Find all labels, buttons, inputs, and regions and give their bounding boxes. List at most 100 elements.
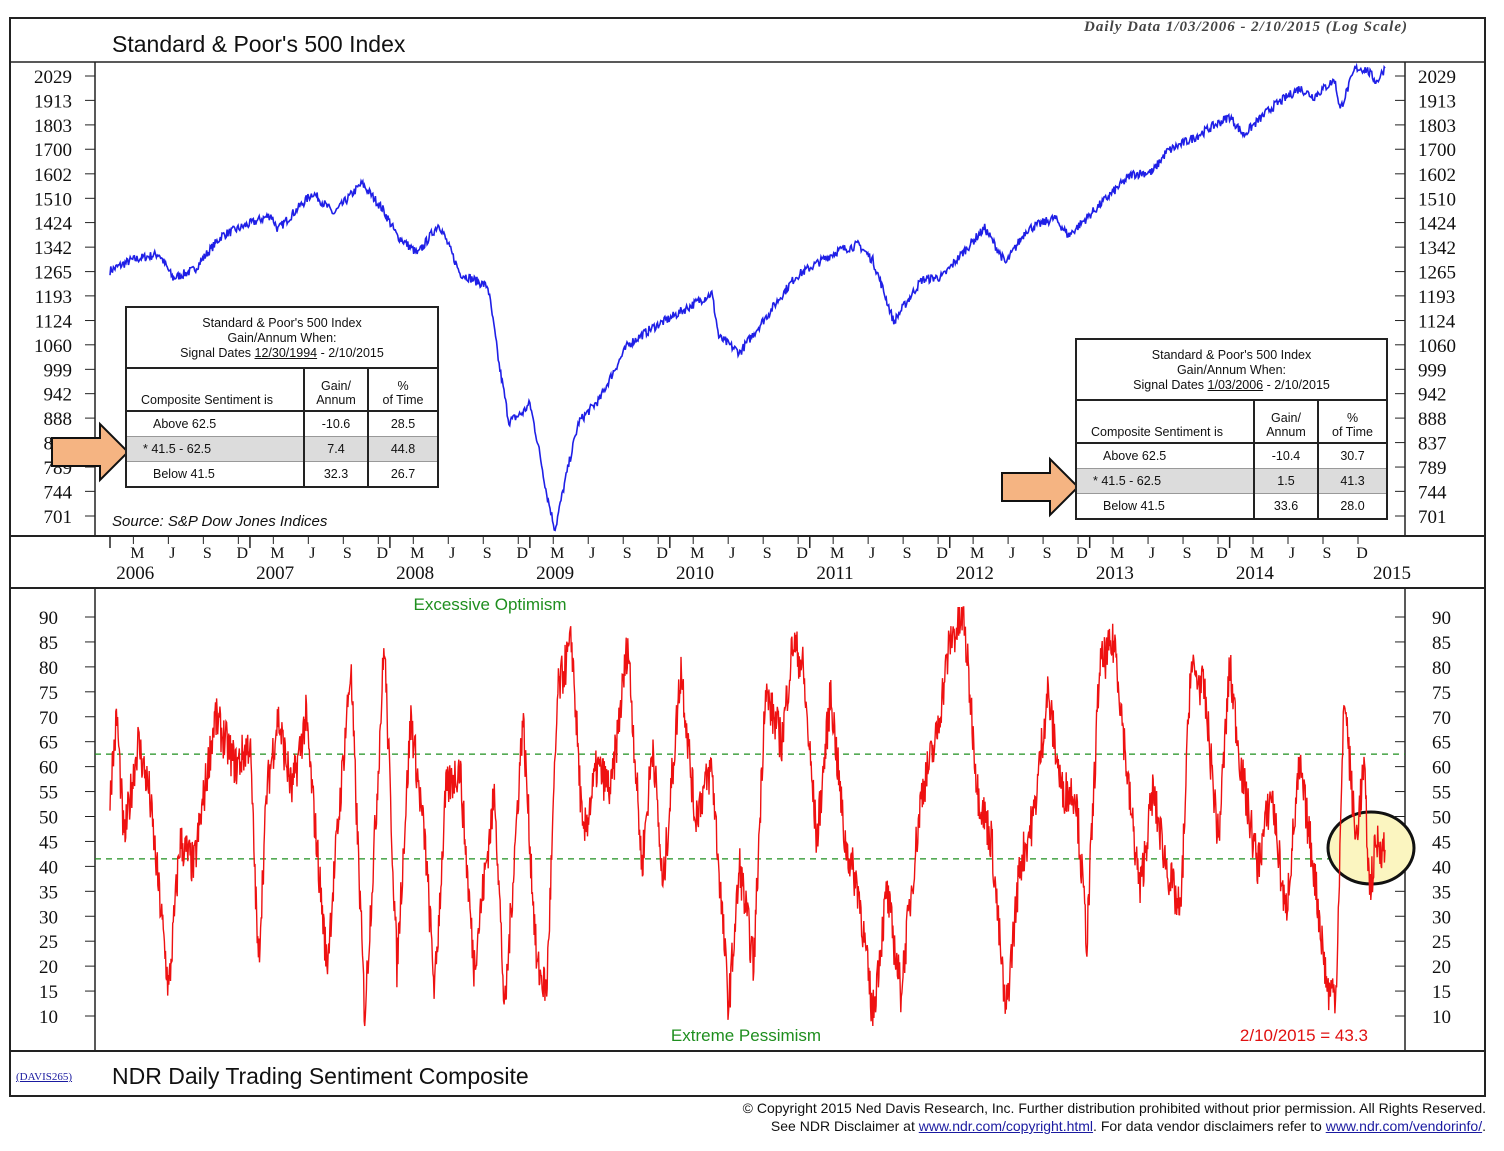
lower-y-tick-label-right: 90 [1432, 608, 1451, 629]
upper-y-tick-label-right: 1913 [1418, 91, 1456, 112]
lower-y-tick-label-left: 15 [39, 982, 58, 1003]
time-header-line1: % [1346, 411, 1359, 425]
time-header-line2: of Time [1332, 425, 1373, 439]
lower-y-tick-label-left: 90 [39, 608, 58, 629]
row-label: * 41.5 - 62.5 [127, 436, 305, 462]
table-subtitle: Gain/Annum When: [227, 331, 337, 345]
upper-y-tick-label-left: 744 [44, 482, 73, 503]
x-year-label: 2008 [396, 563, 434, 584]
table-subtitle: Gain/Annum When: [1176, 363, 1287, 377]
x-month-label: D [237, 545, 249, 562]
x-month-label: J [1289, 545, 1295, 562]
row-gain: 32.3 [304, 461, 369, 486]
upper-y-tick-label-left: 1803 [34, 116, 72, 137]
upper-y-tick-label-right: 1193 [1418, 287, 1455, 308]
upper-y-tick-label-right: 1803 [1418, 116, 1456, 137]
x-month-label: M [970, 545, 984, 562]
signal-dates: Signal Dates 1/03/2006 - 2/10/2015 [1081, 378, 1382, 393]
lower-y-tick-label-right: 80 [1432, 658, 1451, 679]
row-gain: 1.5 [1254, 468, 1319, 494]
upper-y-tick-label-left: 1193 [35, 287, 72, 308]
lower-y-tick-label-left: 20 [39, 957, 58, 978]
stats-table-1994: Standard & Poor's 500 Index Gain/Annum W… [125, 306, 439, 488]
x-year-label: 2009 [536, 563, 574, 584]
col-sentiment-header: Composite Sentiment is [127, 369, 305, 412]
table-column-header-row: Composite Sentiment is Gain/Annum % of Ti… [1077, 401, 1386, 444]
x-month-label: S [203, 545, 212, 562]
lower-y-tick-label-left: 50 [39, 808, 58, 829]
upper-y-axis: 7017017447447897898378378888889429429999… [34, 67, 1457, 528]
signal-start-date: 12/30/1994 [254, 346, 318, 360]
upper-y-tick-label-right: 789 [1418, 458, 1447, 479]
upper-y-tick-label-right: 1602 [1418, 165, 1456, 186]
upper-y-tick-label-left: 888 [44, 409, 73, 430]
row-time: 26.7 [390, 467, 416, 481]
row-label: Below 41.5 [1077, 493, 1255, 518]
upper-y-tick-label-right: 1700 [1418, 140, 1456, 161]
lower-y-tick-label-left: 75 [39, 683, 58, 704]
lower-y-tick-label-right: 60 [1432, 758, 1451, 779]
x-month-label: S [1323, 545, 1332, 562]
x-month-label: D [1216, 545, 1228, 562]
table-title: Standard & Poor's 500 Index [1151, 348, 1312, 362]
x-month-label: M [830, 545, 844, 562]
x-month-label: D [516, 545, 528, 562]
x-month-label: D [1356, 545, 1368, 562]
lower-y-tick-label-right: 70 [1432, 708, 1451, 729]
time-header-line2: of Time [382, 393, 424, 407]
table-row-selected: * 41.5 - 62.5 7.4 44.8 [127, 436, 437, 462]
chart-code-link[interactable]: (DAVIS265) [16, 1071, 73, 1083]
x-month-label: S [1043, 545, 1052, 562]
lower-y-tick-label-right: 15 [1432, 982, 1451, 1003]
vendorinfo-link[interactable]: www.ndr.com/vendorinfo/ [1325, 1118, 1483, 1134]
signal-dates-prefix: Signal Dates [180, 346, 255, 360]
lower-y-tick-label-right: 25 [1432, 932, 1451, 953]
copyright-link[interactable]: www.ndr.com/copyright.html [918, 1118, 1094, 1134]
x-year-label: 2007 [256, 563, 294, 584]
table-row: Above 62.5 -10.6 28.5 [127, 411, 437, 437]
lower-y-axis: 10 10 15 15 20 20 25 25 30 30 35 35 40 40 45 45 50 50 55 55… [39, 608, 1451, 1028]
lower-y-tick-label-right: 30 [1432, 907, 1451, 928]
sentiment-series-line [109, 606, 1386, 1027]
x-month-label: J [169, 545, 175, 562]
x-year-label: 2011 [816, 563, 853, 584]
row-label: Below 41.5 [127, 461, 305, 486]
upper-y-tick-label-left: 1510 [34, 189, 72, 210]
lower-y-tick-label-right: 85 [1432, 633, 1451, 654]
x-month-label: M [1250, 545, 1264, 562]
lower-y-tick-label-left: 30 [39, 907, 58, 928]
lower-y-tick-label-right: 65 [1432, 733, 1451, 754]
bottom-title-strip [9, 1050, 1486, 1097]
upper-y-tick-label-left: 999 [44, 360, 73, 381]
upper-y-tick-label-right: 701 [1418, 507, 1447, 528]
extreme-pessimism-label: Extreme Pessimism [671, 1026, 821, 1045]
gain-header-line2: Annum [1266, 425, 1306, 439]
table-row: Below 41.5 33.6 28.0 [1077, 493, 1386, 518]
arrow-left-icon [51, 421, 130, 483]
upper-y-tick-label-right: 2029 [1418, 67, 1456, 88]
x-month-label: M [270, 545, 284, 562]
signal-dates-prefix: Signal Dates [1133, 378, 1208, 392]
lower-panel-frame [9, 587, 1486, 1052]
upper-y-tick-label-right: 1060 [1418, 336, 1456, 357]
upper-y-tick-label-right: 837 [1418, 434, 1447, 455]
row-gain: 33.6 [1254, 493, 1319, 518]
x-month-label: J [449, 545, 455, 562]
col-gain-header: Gain/Annum [1254, 401, 1319, 444]
row-gain: -10.4 [1254, 443, 1319, 469]
table-row-selected: * 41.5 - 62.5 1.5 41.3 [1077, 468, 1386, 494]
stats-table-header: Standard & Poor's 500 Index Gain/Annum W… [1077, 340, 1386, 401]
latest-value-label: 2/10/2015 = 43.3 [1240, 1026, 1368, 1045]
gain-header-line2: Annum [316, 393, 356, 407]
data-note: Daily Data 1/03/2006 - 2/10/2015 (Log Sc… [1083, 19, 1408, 35]
x-month-label: M [130, 545, 144, 562]
gain-header-line1: Gain/ [1271, 411, 1301, 425]
lower-y-tick-label-right: 20 [1432, 957, 1451, 978]
x-month-label: D [1076, 545, 1088, 562]
row-label: Above 62.5 [127, 411, 305, 437]
lower-y-tick-label-right: 40 [1432, 857, 1451, 878]
upper-y-tick-label-right: 1124 [1418, 312, 1456, 333]
row-time: 28.5 [390, 417, 416, 431]
upper-y-tick-label-left: 1424 [34, 214, 73, 235]
